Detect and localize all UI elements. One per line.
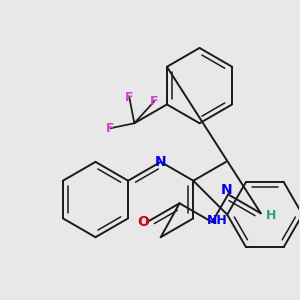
- Text: F: F: [125, 91, 134, 104]
- Text: H: H: [266, 209, 276, 222]
- Text: O: O: [137, 215, 149, 229]
- Text: F: F: [150, 95, 158, 108]
- Text: N: N: [220, 183, 232, 197]
- Text: N: N: [155, 155, 167, 169]
- Text: F: F: [106, 122, 115, 135]
- Text: NH: NH: [207, 214, 227, 226]
